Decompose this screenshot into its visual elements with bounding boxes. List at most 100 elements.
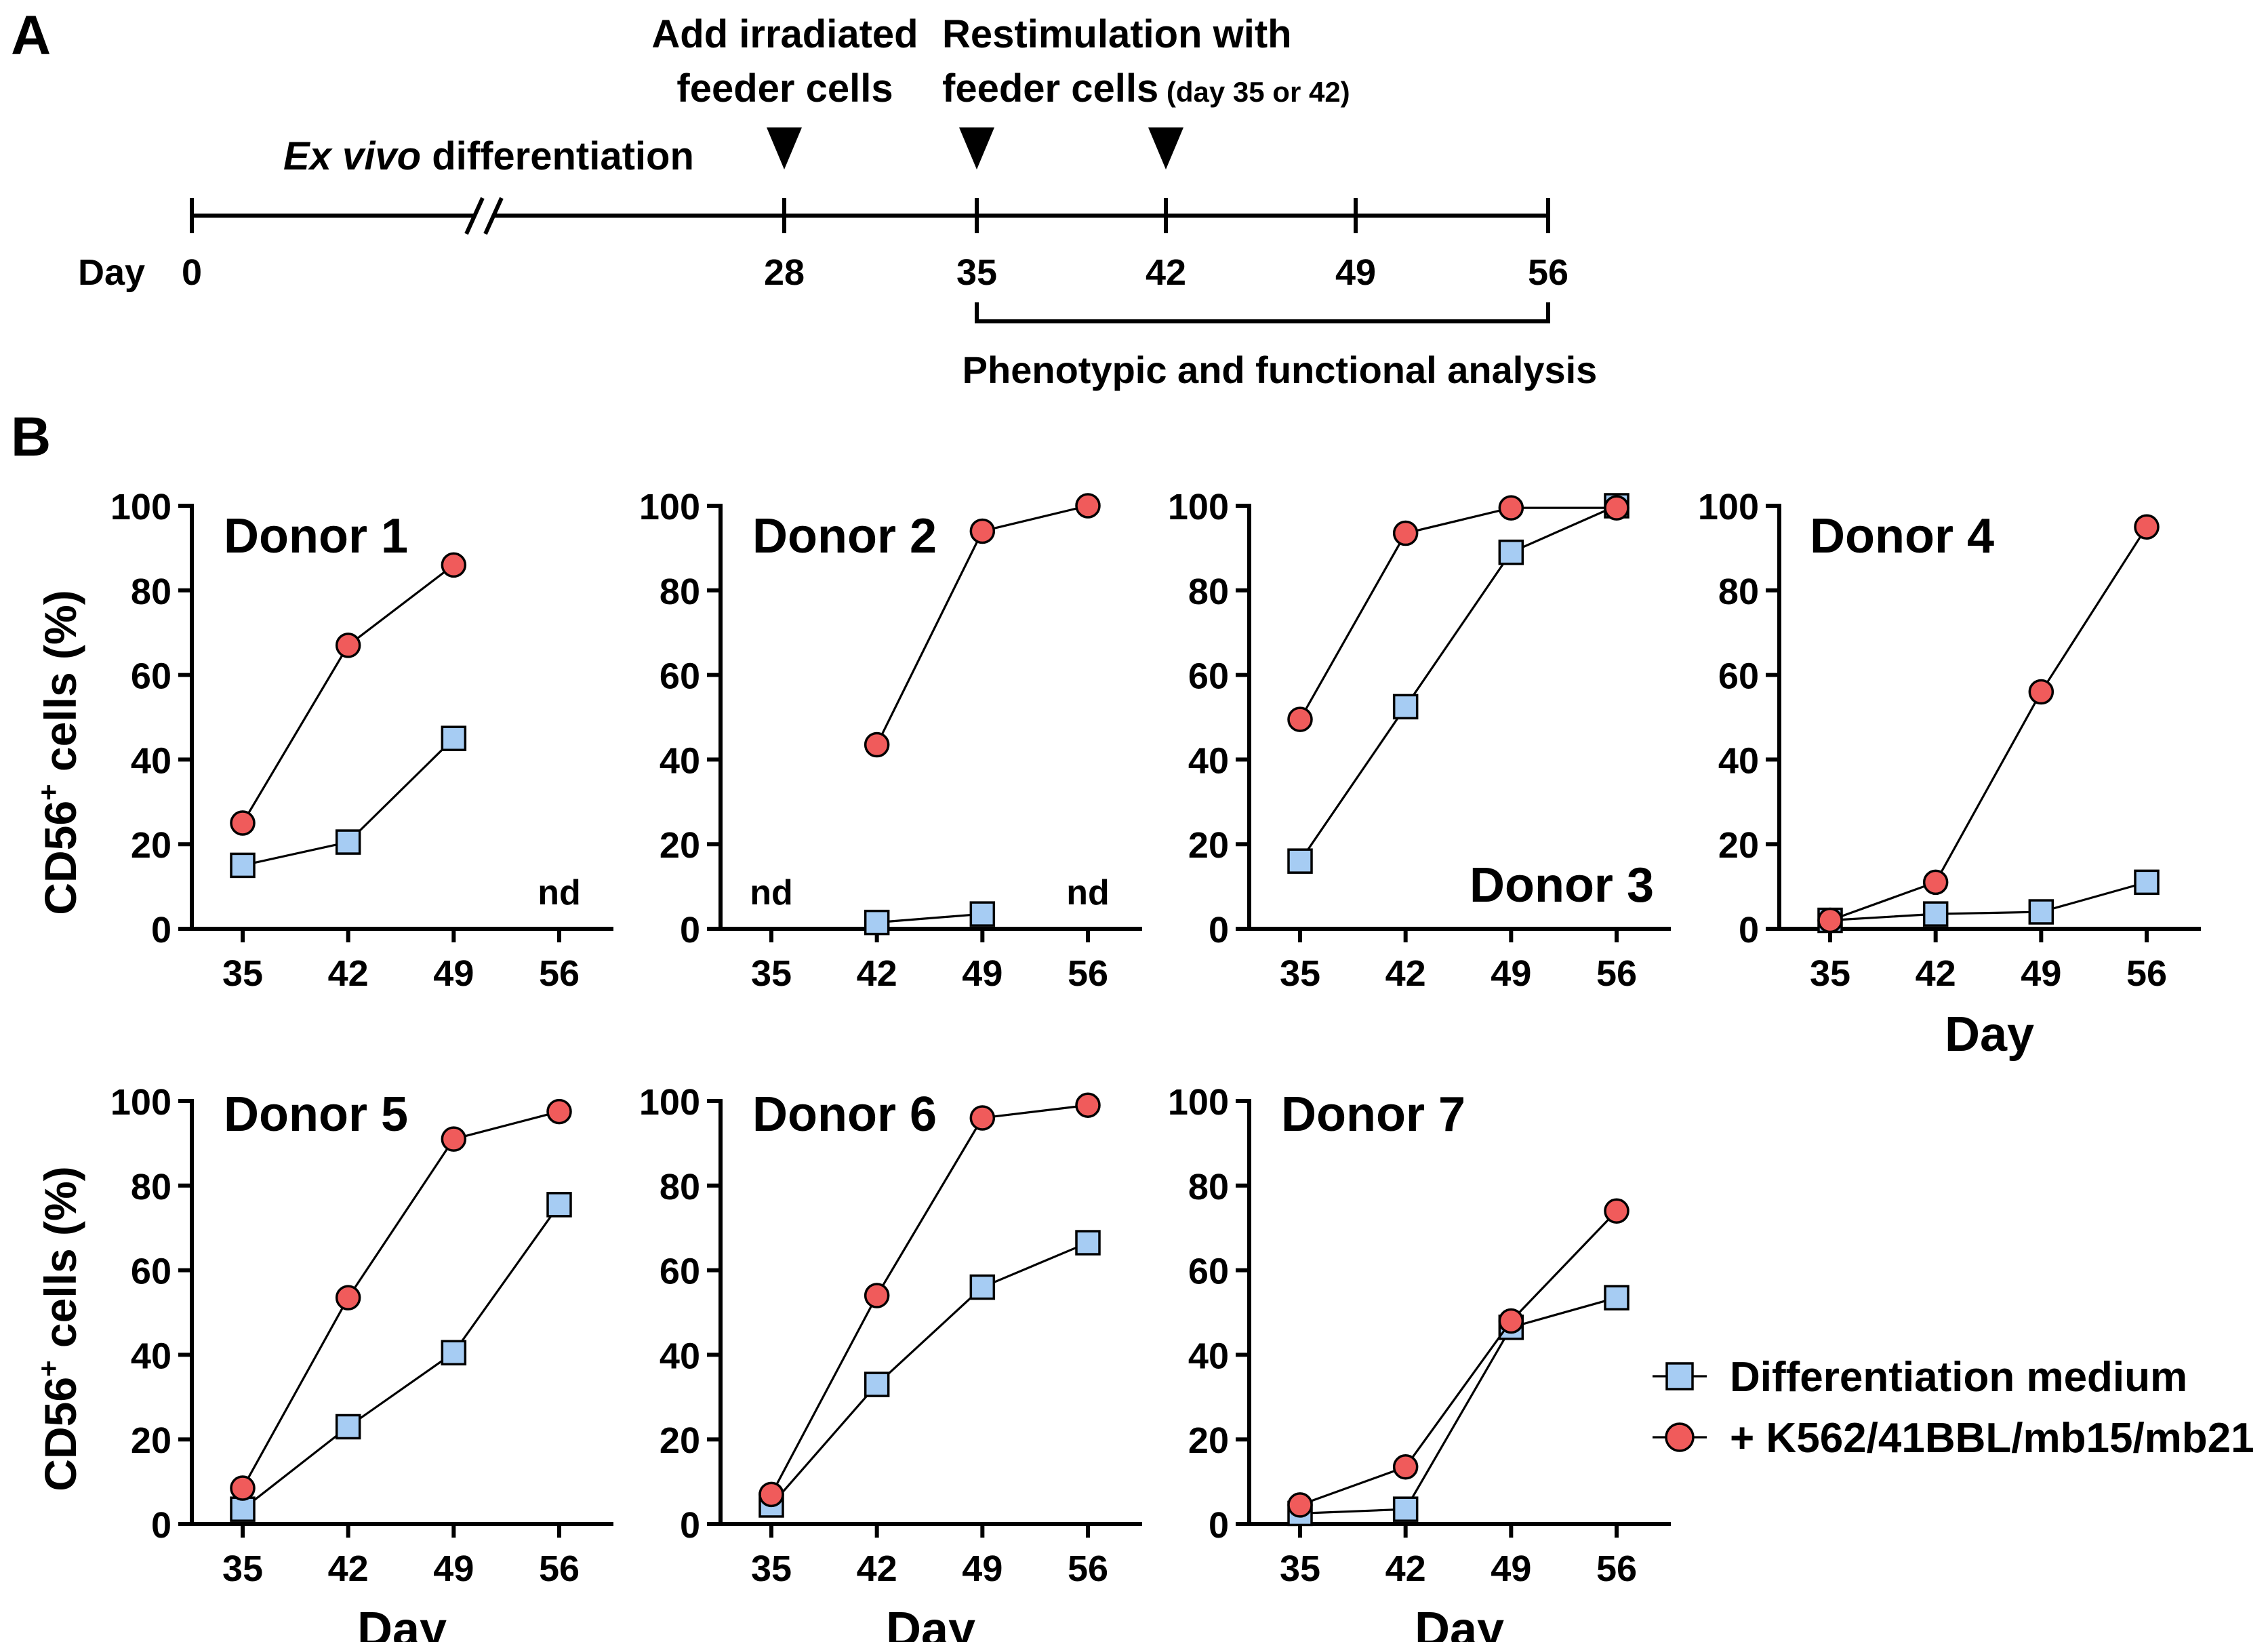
restim-line2: feeder cells (day 35 or 42): [942, 66, 1350, 111]
feeder-point: [1392, 520, 1419, 546]
feeder-point: [1498, 495, 1524, 521]
chart-title: Donor 7: [1281, 1087, 1465, 1142]
x-tick-label: 56: [1596, 1548, 1637, 1589]
feeder-point: [335, 633, 361, 658]
x-tick-label: 42: [1385, 953, 1426, 994]
y-tick-label: 80: [1188, 572, 1229, 612]
analysis-label: Phenotypic and functional analysis: [963, 348, 1598, 391]
chart-title: Donor 2: [752, 509, 937, 563]
ex-vivo-annotation: Ex vivo differentiation: [283, 134, 694, 178]
panel-b-label: B: [11, 406, 51, 468]
y-tick-label: 0: [1209, 1505, 1229, 1546]
feeder-point: [969, 518, 996, 544]
series-line: [241, 564, 455, 824]
add-feeder-line1: Add irradiated: [651, 12, 918, 56]
chart-donor-3: 0 20 40 60 80 100 35 42 49 56 Donor 3: [1168, 487, 1671, 994]
chart-donor-6: 0 20 40 60 80 100 35 42 49 56 Day Donor 6: [639, 1082, 1142, 1642]
medium-point: [230, 1496, 256, 1522]
medium-point: [546, 1192, 572, 1218]
feeder-point: [1075, 1092, 1101, 1118]
x-tick-label: 56: [1068, 1548, 1108, 1589]
timeline-day-56: 56: [1528, 252, 1568, 293]
feeder-point: [864, 1283, 890, 1308]
medium-point: [1604, 1285, 1629, 1310]
x-tick-label: 49: [1491, 953, 1531, 994]
feeder-point: [441, 552, 467, 578]
timeline-day-49: 49: [1335, 252, 1376, 293]
feeder-point: [969, 1105, 996, 1131]
series-feeder-cells: [230, 1098, 572, 1501]
y-tick-label: 20: [131, 1420, 171, 1461]
donor-charts: 0 20 40 60 80 100 35 42 49 56 Donor 1 nd 0 20 40 60 80 10…: [110, 487, 2201, 1642]
series-line: [1829, 526, 2148, 922]
feeder-point: [1392, 1454, 1419, 1480]
series-differentiation-medium: [1817, 869, 2160, 934]
chart-title: Donor 4: [1810, 509, 1994, 563]
restim-feeder-text: feeder cells: [942, 66, 1158, 111]
y-tick-label: 80: [660, 572, 700, 612]
y-tick-label: 60: [1188, 656, 1229, 697]
y-tick-label: 0: [680, 910, 700, 950]
series-feeder-cells: [1287, 1198, 1629, 1518]
chart-title: Donor 3: [1470, 858, 1654, 913]
medium-point: [335, 829, 361, 855]
y-tick-label: 40: [660, 740, 700, 781]
x-tick-label: 49: [433, 953, 474, 994]
chart-donor-1: 0 20 40 60 80 100 35 42 49 56 Donor 1 nd: [110, 487, 613, 994]
y-tick-label: 40: [131, 740, 171, 781]
medium-point: [441, 1340, 467, 1366]
y-tick-label: 60: [131, 1251, 171, 1292]
y-tick-label: 0: [1209, 910, 1229, 950]
nd-label: nd: [538, 873, 581, 913]
feeder-point: [546, 1098, 572, 1125]
medium-point: [1075, 1230, 1101, 1256]
series-feeder-cells: [1817, 514, 2160, 934]
y-tick-label: 100: [1698, 487, 1759, 527]
feeder-point: [1498, 1308, 1524, 1334]
y-tick-label: 60: [1718, 656, 1759, 697]
y-tick-label: 20: [1188, 825, 1229, 866]
y-tick-label: 80: [131, 1167, 171, 1207]
medium-point: [1392, 694, 1419, 720]
y-tick-label: 100: [110, 1082, 171, 1123]
medium-point: [2134, 869, 2160, 896]
series-line: [770, 1104, 1089, 1496]
y-tick-label: 60: [660, 1251, 700, 1292]
y-tick-label: 100: [639, 1082, 700, 1123]
restim-note-text: (day 35 or 42): [1158, 76, 1350, 108]
y-tick-label: 80: [660, 1167, 700, 1207]
y-tick-label: 60: [660, 656, 700, 697]
feeder-point: [1604, 495, 1629, 521]
series-differentiation-medium: [1287, 493, 1629, 874]
y-tick-label: 0: [680, 1505, 700, 1546]
medium-point: [969, 1274, 996, 1300]
y-label-sup: +: [33, 1360, 64, 1377]
medium-point: [1392, 1496, 1419, 1522]
x-tick-label: 49: [962, 1548, 1003, 1589]
panel-a: A Ex vivo differentiation Add irradiated…: [11, 5, 1597, 391]
x-tick-label: 56: [539, 1548, 580, 1589]
y-tick-label: 40: [660, 1336, 700, 1376]
timeline-day-42: 42: [1146, 252, 1186, 293]
y-tick-label: 20: [660, 825, 700, 866]
feeder-point: [230, 1475, 256, 1501]
x-tick-label: 42: [1916, 953, 1956, 994]
x-tick-label: 56: [539, 953, 580, 994]
medium-point: [1287, 848, 1313, 874]
legend-medium-marker: [1665, 1362, 1694, 1390]
y-tick-label: 40: [131, 1336, 171, 1376]
arrow-day-28: [767, 127, 802, 169]
y-tick-label: 20: [1188, 1420, 1229, 1461]
x-tick-label: 49: [1491, 1548, 1531, 1589]
series-line: [1299, 504, 1617, 862]
x-tick-label: 42: [857, 953, 897, 994]
y-tick-label: 0: [151, 910, 171, 950]
series-line: [1829, 881, 2147, 922]
feeder-point: [441, 1126, 467, 1152]
medium-point: [1922, 901, 1949, 927]
differentiation-text: differentiation: [421, 134, 694, 178]
x-tick-label: 56: [1596, 953, 1637, 994]
chart-title: Donor 6: [752, 1087, 937, 1142]
feeder-point: [1075, 493, 1101, 519]
analysis-bracket: [975, 302, 1550, 323]
